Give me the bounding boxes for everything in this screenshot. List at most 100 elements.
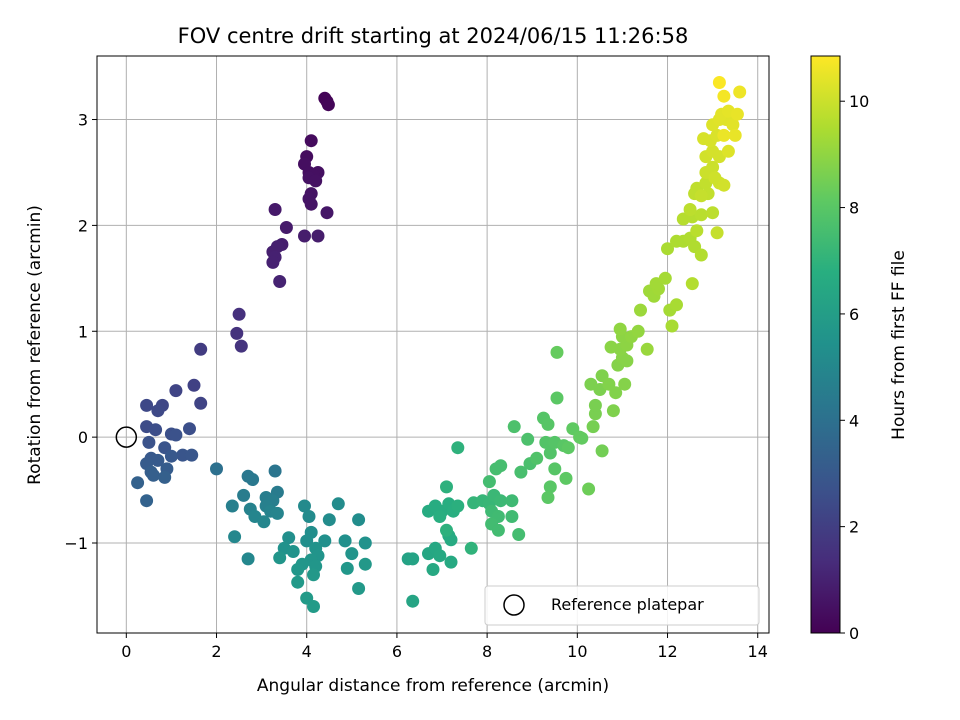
data-point (273, 551, 287, 565)
x-tick-label: 8 (482, 642, 492, 661)
data-point (620, 354, 634, 368)
data-point (717, 89, 731, 103)
data-point (282, 531, 296, 545)
data-point (286, 545, 300, 558)
y-tick-label: 3 (78, 111, 88, 130)
data-point (291, 563, 305, 576)
data-point (358, 557, 372, 571)
data-point (512, 528, 526, 541)
data-point (241, 552, 255, 566)
data-point (279, 221, 293, 234)
data-point (586, 420, 600, 434)
data-point (300, 534, 314, 548)
data-point (321, 98, 335, 112)
data-point (694, 189, 708, 203)
plot-frame (96, 55, 770, 634)
data-point (717, 178, 731, 192)
legend: Reference platepar (484, 585, 760, 626)
y-tick-label: 0 (78, 428, 88, 447)
data-points (131, 76, 747, 613)
data-point (690, 224, 704, 238)
data-point (169, 428, 183, 442)
colorbar-tick-label: 8 (849, 199, 859, 218)
data-point (358, 536, 372, 550)
data-point (149, 423, 163, 437)
data-point (631, 324, 645, 338)
colorbar-tick-label: 0 (849, 624, 859, 643)
data-point (494, 459, 508, 473)
data-point (706, 160, 720, 174)
data-point (169, 384, 183, 398)
legend-label: Reference platepar (551, 595, 704, 614)
data-point (228, 530, 242, 544)
reference-point-marker (115, 426, 138, 448)
y-tick-label: 2 (78, 216, 88, 235)
data-point (582, 482, 596, 496)
x-tick-label: 2 (211, 642, 221, 661)
data-point (685, 277, 699, 291)
data-point (444, 555, 458, 569)
data-point (291, 575, 305, 589)
data-point (142, 435, 156, 449)
legend-box (484, 585, 760, 626)
data-point (717, 128, 731, 142)
data-point (266, 255, 280, 269)
data-point (307, 600, 320, 613)
data-point (345, 547, 359, 561)
data-point (721, 144, 735, 158)
data-point (588, 398, 602, 412)
data-point (726, 118, 740, 132)
data-point (232, 307, 246, 321)
data-point (543, 446, 557, 460)
data-point (309, 174, 323, 188)
data-point (658, 271, 672, 285)
data-point (440, 523, 453, 537)
data-point (464, 541, 478, 555)
data-point (320, 206, 334, 220)
data-point (246, 473, 260, 486)
data-point (541, 417, 555, 431)
y-tick-label: −1 (64, 534, 88, 553)
data-point (514, 465, 528, 479)
data-point (340, 561, 354, 575)
colorbar-gradient (810, 55, 841, 634)
data-point (185, 448, 199, 462)
data-point (176, 448, 190, 462)
data-point (352, 513, 366, 527)
data-point (158, 470, 172, 484)
data-point (728, 128, 742, 142)
data-point (187, 378, 201, 392)
data-point (595, 444, 609, 458)
data-point (298, 229, 311, 243)
colorbar: 0 2 4 6 8 10 Hours from first FF file (810, 55, 909, 643)
data-point (338, 534, 352, 548)
data-point (433, 549, 447, 563)
data-point (559, 471, 573, 485)
data-point (273, 275, 287, 288)
data-point (331, 497, 345, 511)
colorbar-tick-label: 6 (849, 305, 859, 324)
data-point (164, 449, 178, 463)
data-point (307, 568, 320, 582)
colorbar-ticks: 0 2 4 6 8 10 (840, 92, 869, 643)
data-point (521, 432, 535, 446)
data-point (131, 476, 145, 490)
data-point (406, 552, 420, 566)
data-point (491, 523, 505, 537)
colorbar-tick-label: 4 (849, 411, 859, 430)
data-point (683, 203, 697, 216)
data-point (710, 226, 724, 240)
data-point (634, 303, 647, 317)
data-point (352, 582, 366, 595)
data-point (706, 206, 720, 220)
data-point (270, 506, 284, 520)
data-point (494, 494, 508, 508)
x-axis-label: Angular distance from reference (arcmin) (257, 676, 609, 696)
data-point (406, 594, 420, 608)
data-point (665, 319, 679, 333)
x-tick-label: 4 (302, 642, 312, 661)
x-tick-label: 12 (657, 642, 677, 661)
data-point (694, 208, 708, 222)
data-point (210, 462, 223, 476)
